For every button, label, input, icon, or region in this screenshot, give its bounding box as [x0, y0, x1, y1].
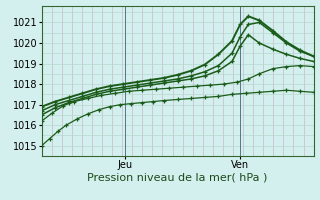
X-axis label: Pression niveau de la mer( hPa ): Pression niveau de la mer( hPa ) [87, 173, 268, 183]
